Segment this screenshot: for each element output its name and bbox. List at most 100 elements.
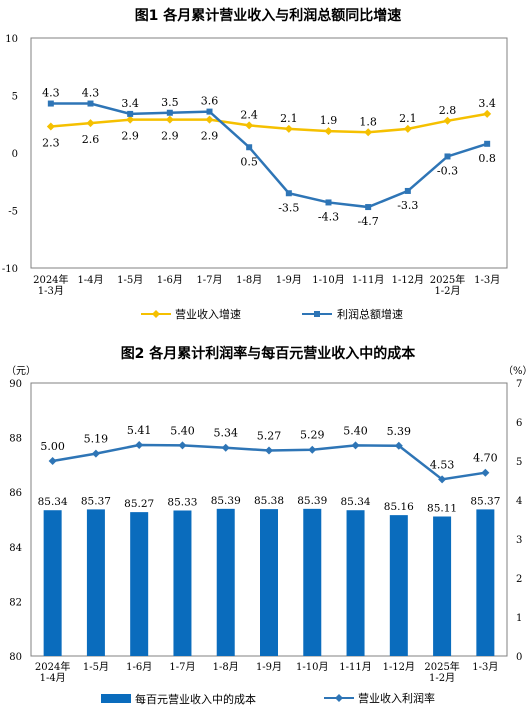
profit-data-label: 3.6 [201, 95, 219, 108]
profit-point [444, 153, 451, 160]
x-tick-label: 1-6月 [126, 661, 152, 673]
revenue-point [324, 127, 333, 136]
revenue-data-label: 2.9 [161, 130, 179, 143]
profit-data-label: -3.5 [278, 201, 299, 214]
cost-bar [476, 509, 495, 656]
chart-2: 图2 各月累计利润率与每百元营业收入中的成本 （元） （%） 90 88 86 84 8… [6, 345, 531, 706]
legend-margin-label: 营业收入利润率 [358, 691, 435, 705]
cost-data-label: 85.11 [427, 502, 457, 514]
x-tick-label: 1-4月 [77, 274, 103, 286]
left-y-tick-label: 90 [9, 379, 22, 390]
cost-bar [260, 509, 278, 656]
right-y-tick-label: 7 [516, 379, 522, 390]
chart-2-legend-margin: 营业收入利润率 [324, 691, 435, 705]
legend-revenue-marker [152, 310, 160, 318]
cost-bar [130, 512, 149, 656]
left-y-tick-label: 84 [9, 543, 22, 554]
revenue-data-label: 2.1 [280, 112, 298, 125]
profit-point [246, 144, 253, 151]
cost-data-label: 85.39 [211, 495, 241, 507]
profit-point [206, 108, 213, 115]
chart-1-series: 2.3 2.6 2.9 2.9 2.9 2.4 2.1 1.9 1.8 2.1 2.8 3.4 4.3 4… [42, 87, 496, 229]
profit-data-label: -4.3 [318, 210, 339, 223]
x-tick-label: 2025年 [424, 660, 459, 673]
x-tick-label: 1-2月 [434, 285, 460, 297]
x-tick-label: 1-3月 [38, 285, 64, 297]
profit-data-label: 0.8 [478, 152, 496, 165]
revenue-point [443, 116, 452, 125]
revenue-data-label: 2.9 [121, 130, 139, 143]
profit-margin-data-label: 5.00 [40, 440, 65, 453]
revenue-point [483, 109, 492, 118]
chart-2-right-unit: （%） [503, 365, 531, 377]
chart-2-right-axis: 7 6 5 4 3 2 1 0 [516, 379, 522, 663]
cost-bar [216, 508, 235, 656]
chart-2-title: 图2 各月累计利润率与每百元营业收入中的成本 [121, 345, 417, 362]
chart-2-left-unit: （元） [6, 365, 36, 377]
chart-1-y-axis: 10 5 0 -5 -10 [2, 34, 18, 275]
profit-margin-data-label: 5.40 [170, 424, 195, 437]
revenue-point [245, 121, 254, 130]
cost-bar [173, 510, 192, 656]
right-y-tick-label: 2 [516, 574, 522, 585]
cost-bar [389, 515, 408, 656]
profit-margin-point [265, 446, 273, 455]
cost-data-label: 85.33 [167, 496, 197, 508]
profit-data-label: -0.3 [437, 164, 458, 177]
right-y-tick-label: 1 [516, 613, 522, 624]
legend-margin-marker [335, 694, 343, 702]
cost-data-label: 85.38 [254, 495, 284, 507]
right-y-tick-label: 5 [516, 457, 522, 468]
x-tick-label: 1-7月 [169, 661, 195, 673]
profit-margin-point [438, 475, 447, 484]
revenue-data-label: 2.9 [201, 130, 219, 143]
right-y-tick-label: 6 [516, 418, 522, 429]
y-tick-label: 0 [12, 149, 18, 160]
profit-point [285, 190, 292, 197]
x-tick-label: 1-5月 [83, 661, 109, 673]
revenue-data-label: 2.3 [42, 137, 60, 150]
x-tick-label: 1-10月 [296, 661, 328, 673]
left-y-tick-label: 80 [9, 652, 22, 663]
profit-point [404, 187, 411, 194]
cost-data-label: 85.34 [38, 496, 68, 508]
revenue-point [403, 124, 412, 133]
cost-bar [86, 509, 105, 656]
profit-margin-point [481, 468, 490, 477]
cost-bar [346, 510, 365, 656]
chart-2-legend: 每百元营业收入中的成本 营业收入利润率 [101, 691, 435, 706]
x-tick-label: 1-11月 [352, 274, 384, 286]
profit-margin-data-label: 4.70 [473, 452, 498, 465]
profit-growth-line [50, 102, 488, 209]
cost-data-label: 85.34 [341, 496, 371, 508]
x-tick-label: 1-9月 [276, 274, 302, 286]
profit-point [47, 100, 54, 107]
x-tick-label: 1-10月 [312, 274, 344, 286]
revenue-point [126, 115, 135, 124]
profit-margin-point [135, 441, 144, 450]
revenue-point [46, 122, 55, 131]
revenue-point [205, 115, 214, 124]
x-tick-label: 2025年 [430, 273, 465, 286]
profit-margin-data-label: 5.34 [213, 427, 238, 440]
revenue-data-label: 1.9 [320, 114, 338, 127]
profit-margin-point [91, 449, 100, 458]
profit-margin-point [48, 457, 57, 465]
x-tick-label: 1-5月 [117, 274, 143, 286]
x-tick-label: 1-6月 [157, 274, 183, 286]
profit-margin-data-label: 4.53 [430, 458, 455, 471]
profit-margin-point [308, 445, 317, 454]
profit-point [87, 100, 94, 107]
profit-data-label: -4.7 [358, 215, 379, 228]
profit-data-label: -3.3 [397, 199, 418, 212]
cost-data-label: 85.27 [124, 498, 154, 510]
profit-margin-point [221, 443, 230, 452]
x-tick-label: 1-7月 [196, 274, 222, 286]
x-tick-label: 1-11月 [339, 661, 371, 673]
revenue-point [364, 128, 373, 137]
profit-margin-data-label: 5.29 [300, 429, 325, 442]
